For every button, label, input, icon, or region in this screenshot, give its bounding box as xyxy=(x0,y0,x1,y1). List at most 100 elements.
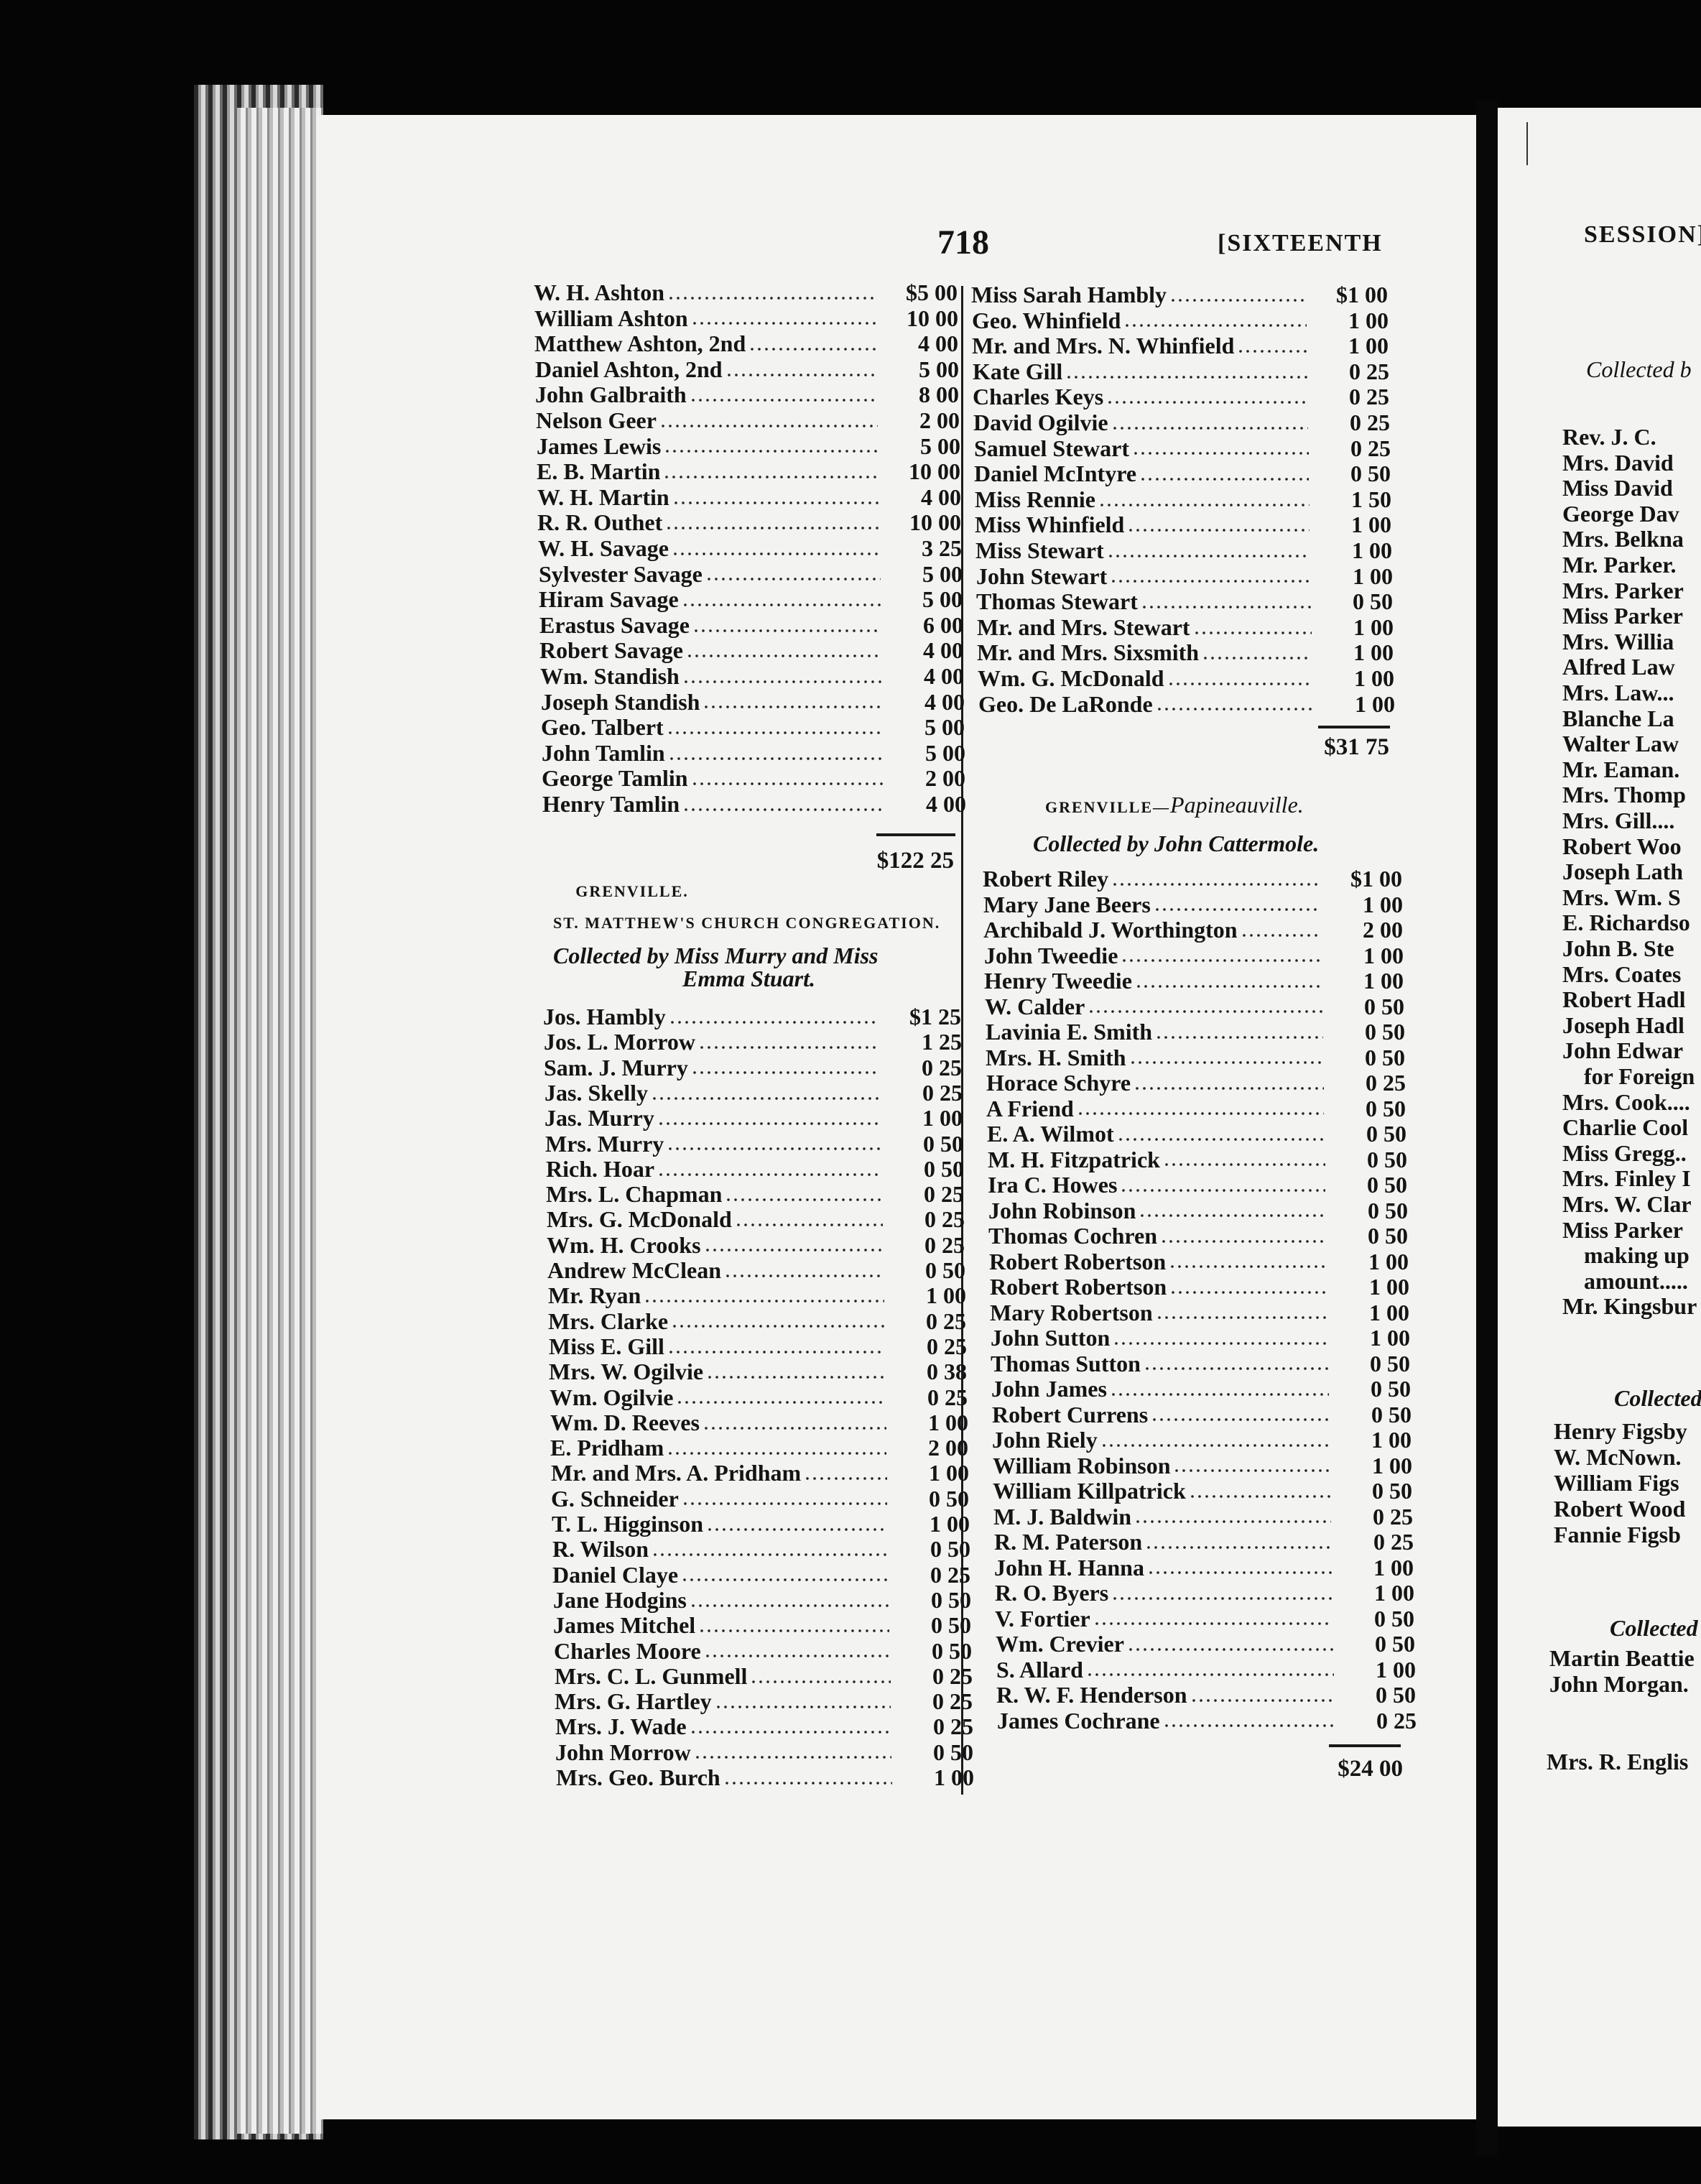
dot-leader xyxy=(1127,527,1310,534)
list-item: Miss Rennie 1 50 xyxy=(975,486,1391,513)
list-item: Mrs. Willia xyxy=(1562,628,1674,654)
dot-leader xyxy=(1153,907,1321,913)
donation-amount: 5 00 xyxy=(925,739,965,766)
page-number: 718 xyxy=(937,223,989,262)
donation-amount: 1 00 xyxy=(934,1764,974,1790)
donor-name: Hiram Savage xyxy=(539,586,679,613)
donor-name: Daniel Ashton, 2nd xyxy=(535,356,723,382)
donation-amount: 0 50 xyxy=(1364,993,1404,1019)
donor-name: E. A. Wilmot xyxy=(987,1121,1114,1147)
dot-leader xyxy=(689,1729,891,1736)
dot-leader xyxy=(1126,1646,1333,1652)
dot-leader xyxy=(665,525,879,532)
donation-amount: 8 00 xyxy=(919,381,959,408)
list-item: John Morgan. xyxy=(1549,1670,1689,1697)
donation-amount: 1 00 xyxy=(1351,512,1391,538)
donor-name: Mrs. Geo. Burch xyxy=(556,1764,720,1790)
dot-leader xyxy=(1131,450,1309,457)
list-item: Miss Parker xyxy=(1562,1216,1683,1243)
donor-name: Daniel McIntyre xyxy=(974,461,1137,487)
list-item: Mrs. Gill.... xyxy=(1562,808,1675,833)
donor-name: Wm. Standish xyxy=(540,663,680,689)
donation-amount: 0 25 xyxy=(1349,358,1389,384)
list-item: John B. Ste xyxy=(1562,935,1674,961)
donor-name: John Sutton xyxy=(991,1325,1111,1351)
donor-name: William Killpatrick xyxy=(993,1478,1186,1504)
donor-name: Wm. H. Crooks xyxy=(547,1231,701,1258)
list-item: John Riely 1 00 xyxy=(992,1427,1412,1453)
donor-name: Mrs. W. Ogilvie xyxy=(549,1359,704,1385)
donor-name: Ira C. Howes xyxy=(988,1172,1118,1198)
list-item: Mr. Ryan 1 00 xyxy=(548,1283,966,1309)
donor-name: W. Calder xyxy=(985,993,1085,1019)
donor-name: G. Schneider xyxy=(551,1485,679,1512)
donation-amount: 1 00 xyxy=(929,1460,969,1486)
donation-amount: 0 25 xyxy=(933,1713,973,1740)
list-item: Horace Schyre 0 25 xyxy=(986,1070,1406,1096)
list-item: Daniel Claye 0 25 xyxy=(552,1562,970,1588)
list-item: Mrs. Clarke 0 25 xyxy=(548,1308,966,1335)
list-item: E. B. Martin 10 00 xyxy=(537,459,960,485)
collected-heading: Collected xyxy=(1614,1385,1701,1411)
donation-amount: 0 50 xyxy=(924,1155,964,1182)
donation-amount: 10 00 xyxy=(909,509,961,536)
section-place: GRENVILLE. xyxy=(575,882,689,900)
list-item: R. R. Outhet 10 00 xyxy=(537,510,961,536)
dot-leader xyxy=(723,1780,892,1786)
list-item: Ira C. Howes 0 50 xyxy=(988,1172,1407,1198)
dot-leader xyxy=(663,473,879,480)
collector-line1: Collected by Miss Murry and Miss xyxy=(553,943,879,968)
dot-leader xyxy=(689,397,877,404)
list-item: John Tamlin 5 00 xyxy=(542,739,965,767)
list-item: Miss E. Gill 0 25 xyxy=(549,1333,967,1360)
list-item: V. Fortier 0 50 xyxy=(995,1606,1414,1632)
papineauville-total: $24 00 xyxy=(1338,1756,1403,1782)
donation-amount: 2 00 xyxy=(1363,917,1403,943)
list-item: Sam. J. Murry 0 25 xyxy=(544,1055,962,1081)
list-item: R. M. Paterson 0 25 xyxy=(994,1529,1414,1555)
list-item: Miss Sarah Hambly $1 00 xyxy=(971,282,1388,308)
donor-name: Jos. L. Morrow xyxy=(544,1029,695,1055)
list-item: A Friend 0 50 xyxy=(986,1096,1406,1122)
dot-leader xyxy=(1140,603,1311,610)
list-item: Mrs. Cook.... xyxy=(1562,1088,1690,1115)
dot-leader xyxy=(1076,1111,1324,1117)
donor-name: John Riely xyxy=(992,1427,1098,1453)
donation-amount: 1 00 xyxy=(930,1511,970,1537)
donation-amount: 0 50 xyxy=(1372,1478,1412,1504)
donation-amount: 1 00 xyxy=(1363,891,1403,917)
list-item: Martin Beattie xyxy=(1549,1645,1695,1671)
donor-name: Archibald J. Worthington xyxy=(983,917,1238,943)
list-item: R. W. F. Henderson 0 50 xyxy=(996,1682,1416,1708)
dot-leader xyxy=(671,1323,884,1330)
dot-leader xyxy=(705,576,881,583)
list-item: Henry Figsby xyxy=(1554,1418,1687,1444)
dot-leader xyxy=(651,1552,889,1558)
list-item: Wm. G. McDonald 1 00 xyxy=(978,665,1394,692)
list-item: R. O. Byers 1 00 xyxy=(995,1580,1414,1606)
list-item: Mrs. G. Hartley 0 25 xyxy=(555,1689,973,1715)
donor-name: William Robinson xyxy=(993,1452,1171,1479)
list-item: W. H. Savage 3 25 xyxy=(538,535,962,562)
list-item: Mrs. L. Chapman 0 25 xyxy=(546,1182,964,1208)
list-item: Mrs. W. Ogilvie 0 38 xyxy=(549,1359,967,1385)
list-item: John Galbraith 8 00 xyxy=(535,382,959,408)
donation-amount: 0 25 xyxy=(1373,1529,1414,1555)
donation-amount: 0 50 xyxy=(1376,1682,1416,1708)
donor-name: George Tamlin xyxy=(542,765,688,792)
dot-leader xyxy=(1065,374,1307,380)
dot-leader xyxy=(1106,552,1310,559)
list-item: Mrs. Coates xyxy=(1562,961,1682,987)
list-item: Robert Riley $1 00 xyxy=(983,866,1402,892)
donor-name: Andrew McClean xyxy=(547,1257,722,1283)
donation-amount: 5 00 xyxy=(919,356,959,382)
donation-amount: 1 00 xyxy=(1368,1248,1409,1274)
donor-name: A Friend xyxy=(986,1095,1074,1121)
donor-name: Joseph Standish xyxy=(541,688,700,715)
dot-leader xyxy=(1167,680,1312,687)
donor-name: R. W. F. Henderson xyxy=(996,1682,1187,1708)
donation-amount: 0 25 xyxy=(1350,410,1390,435)
running-head: SESSION] xyxy=(1584,221,1701,248)
list-item: George Tamlin 2 00 xyxy=(542,766,965,792)
dot-leader xyxy=(681,1501,887,1507)
